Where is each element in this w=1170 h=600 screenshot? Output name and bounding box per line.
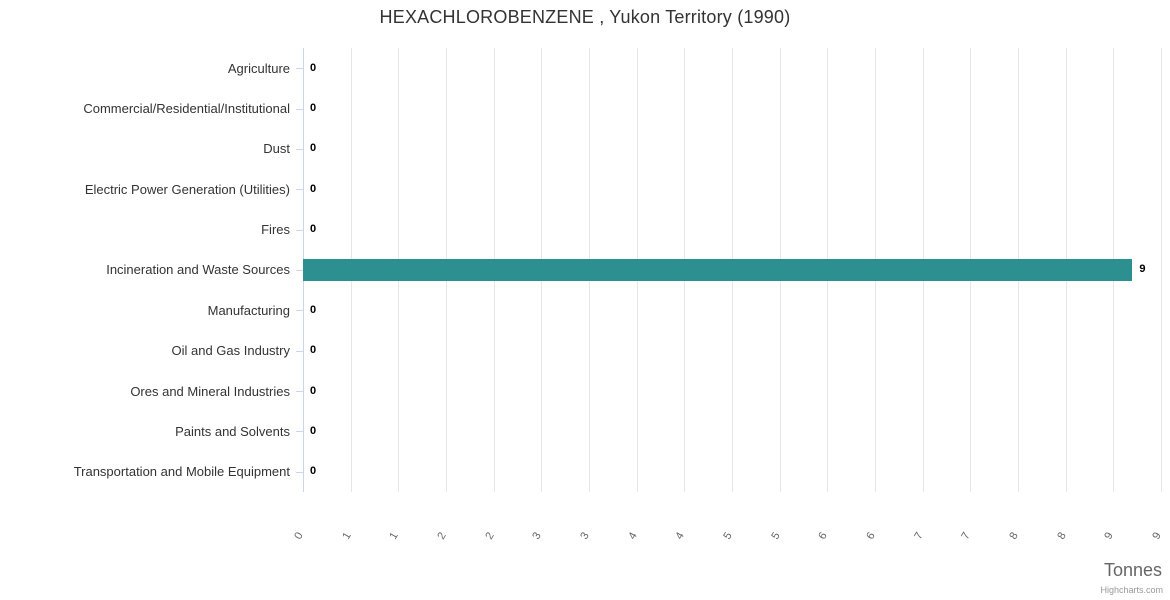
x-axis-tick-label: 3	[578, 530, 592, 542]
gridline	[1161, 48, 1162, 492]
x-axis-tick-label: 7	[959, 530, 974, 542]
x-axis-tick-label: 0	[292, 530, 306, 542]
category-tick-mark	[296, 269, 303, 271]
category-tick-mark	[296, 431, 303, 433]
data-label: 0	[310, 344, 317, 357]
y-axis-category-labels: Agriculture Commercial/Residential/Instit…	[0, 48, 290, 492]
category-label: Agriculture	[227, 60, 290, 76]
category-tick-mark	[296, 68, 303, 70]
data-label: 0	[310, 303, 317, 316]
data-label: 0	[310, 61, 317, 74]
x-axis-tick-label: 7	[911, 530, 926, 542]
category-label: Manufacturing	[207, 302, 290, 318]
chart-row: 0	[296, 290, 1161, 330]
chart-row: 0	[296, 48, 1161, 88]
category-label: Dust	[263, 141, 290, 157]
plot-area: 0 0 0 0 0 9 0 0 0 0 0	[296, 48, 1162, 492]
data-label: 0	[310, 424, 317, 437]
category-label: Electric Power Generation (Utilities)	[84, 181, 290, 197]
category-tick-mark	[296, 108, 303, 110]
x-axis-tick-label: 2	[482, 530, 497, 542]
chart-row: 0	[296, 209, 1161, 249]
category-tick-mark	[296, 391, 303, 393]
category-label: Incineration and Waste Sources	[106, 262, 290, 278]
x-axis-title: Tonnes	[1103, 560, 1162, 580]
data-label: 0	[310, 182, 317, 195]
chart-row: 0	[296, 452, 1161, 492]
chart-row: 9	[296, 250, 1161, 290]
x-axis-tick-label: 9	[1150, 530, 1164, 542]
x-axis-tick-label: 1	[339, 530, 354, 542]
x-axis-tick-label: 3	[530, 530, 545, 542]
highcharts-credit[interactable]: Highcharts.com	[1100, 585, 1163, 595]
category-label: Transportation and Mobile Equipment	[73, 464, 290, 480]
chart-row: 0	[296, 169, 1161, 209]
chart-row: 0	[296, 88, 1161, 128]
chart-row: 0	[296, 129, 1161, 169]
x-axis-tick-labels: 0 1 1 2 2 3 3 4 4 5 5 6 6 7 7 8 8 9 9	[292, 492, 1164, 572]
category-tick-mark	[296, 148, 303, 150]
x-axis-tick-label: 4	[673, 530, 688, 542]
data-label: 0	[310, 102, 317, 115]
chart-row: 0	[296, 411, 1161, 451]
category-label: Ores and Mineral Industries	[130, 383, 290, 399]
x-axis-tick-label: 5	[721, 530, 735, 542]
category-label: Commercial/Residential/Institutional	[83, 101, 290, 117]
chart-title: HEXACHLOROBENZENE , Yukon Territory (199…	[379, 7, 791, 27]
data-label: 9	[1139, 263, 1146, 276]
x-axis-tick-label: 5	[768, 530, 783, 542]
data-label: 0	[310, 465, 317, 478]
data-label: 0	[310, 142, 317, 155]
data-label: 0	[310, 384, 317, 397]
bar[interactable]	[303, 258, 1133, 281]
x-axis-tick-label: 2	[435, 530, 449, 542]
x-axis-tick-label: 6	[864, 530, 878, 542]
x-axis-tick-label: 6	[816, 530, 831, 542]
chart-row: 0	[296, 371, 1161, 411]
category-label: Paints and Solvents	[175, 423, 290, 439]
data-label: 0	[310, 223, 317, 236]
category-tick-mark	[296, 229, 303, 231]
category-label: Oil and Gas Industry	[171, 343, 291, 359]
x-axis-tick-label: 8	[1007, 530, 1021, 542]
x-axis-tick-label: 9	[1102, 530, 1117, 542]
category-tick-mark	[296, 471, 303, 473]
category-label: Fires	[261, 222, 290, 238]
x-axis-tick-label: 1	[387, 530, 402, 542]
category-tick-mark	[296, 350, 303, 352]
plot-rows: 0 0 0 0 0 9 0 0 0 0 0	[296, 48, 1161, 492]
chart-row: 0	[296, 331, 1161, 371]
x-axis-tick-label: 8	[1054, 530, 1069, 542]
category-tick-mark	[296, 189, 303, 191]
x-axis-tick-label: 4	[625, 530, 640, 542]
category-tick-mark	[296, 310, 303, 312]
